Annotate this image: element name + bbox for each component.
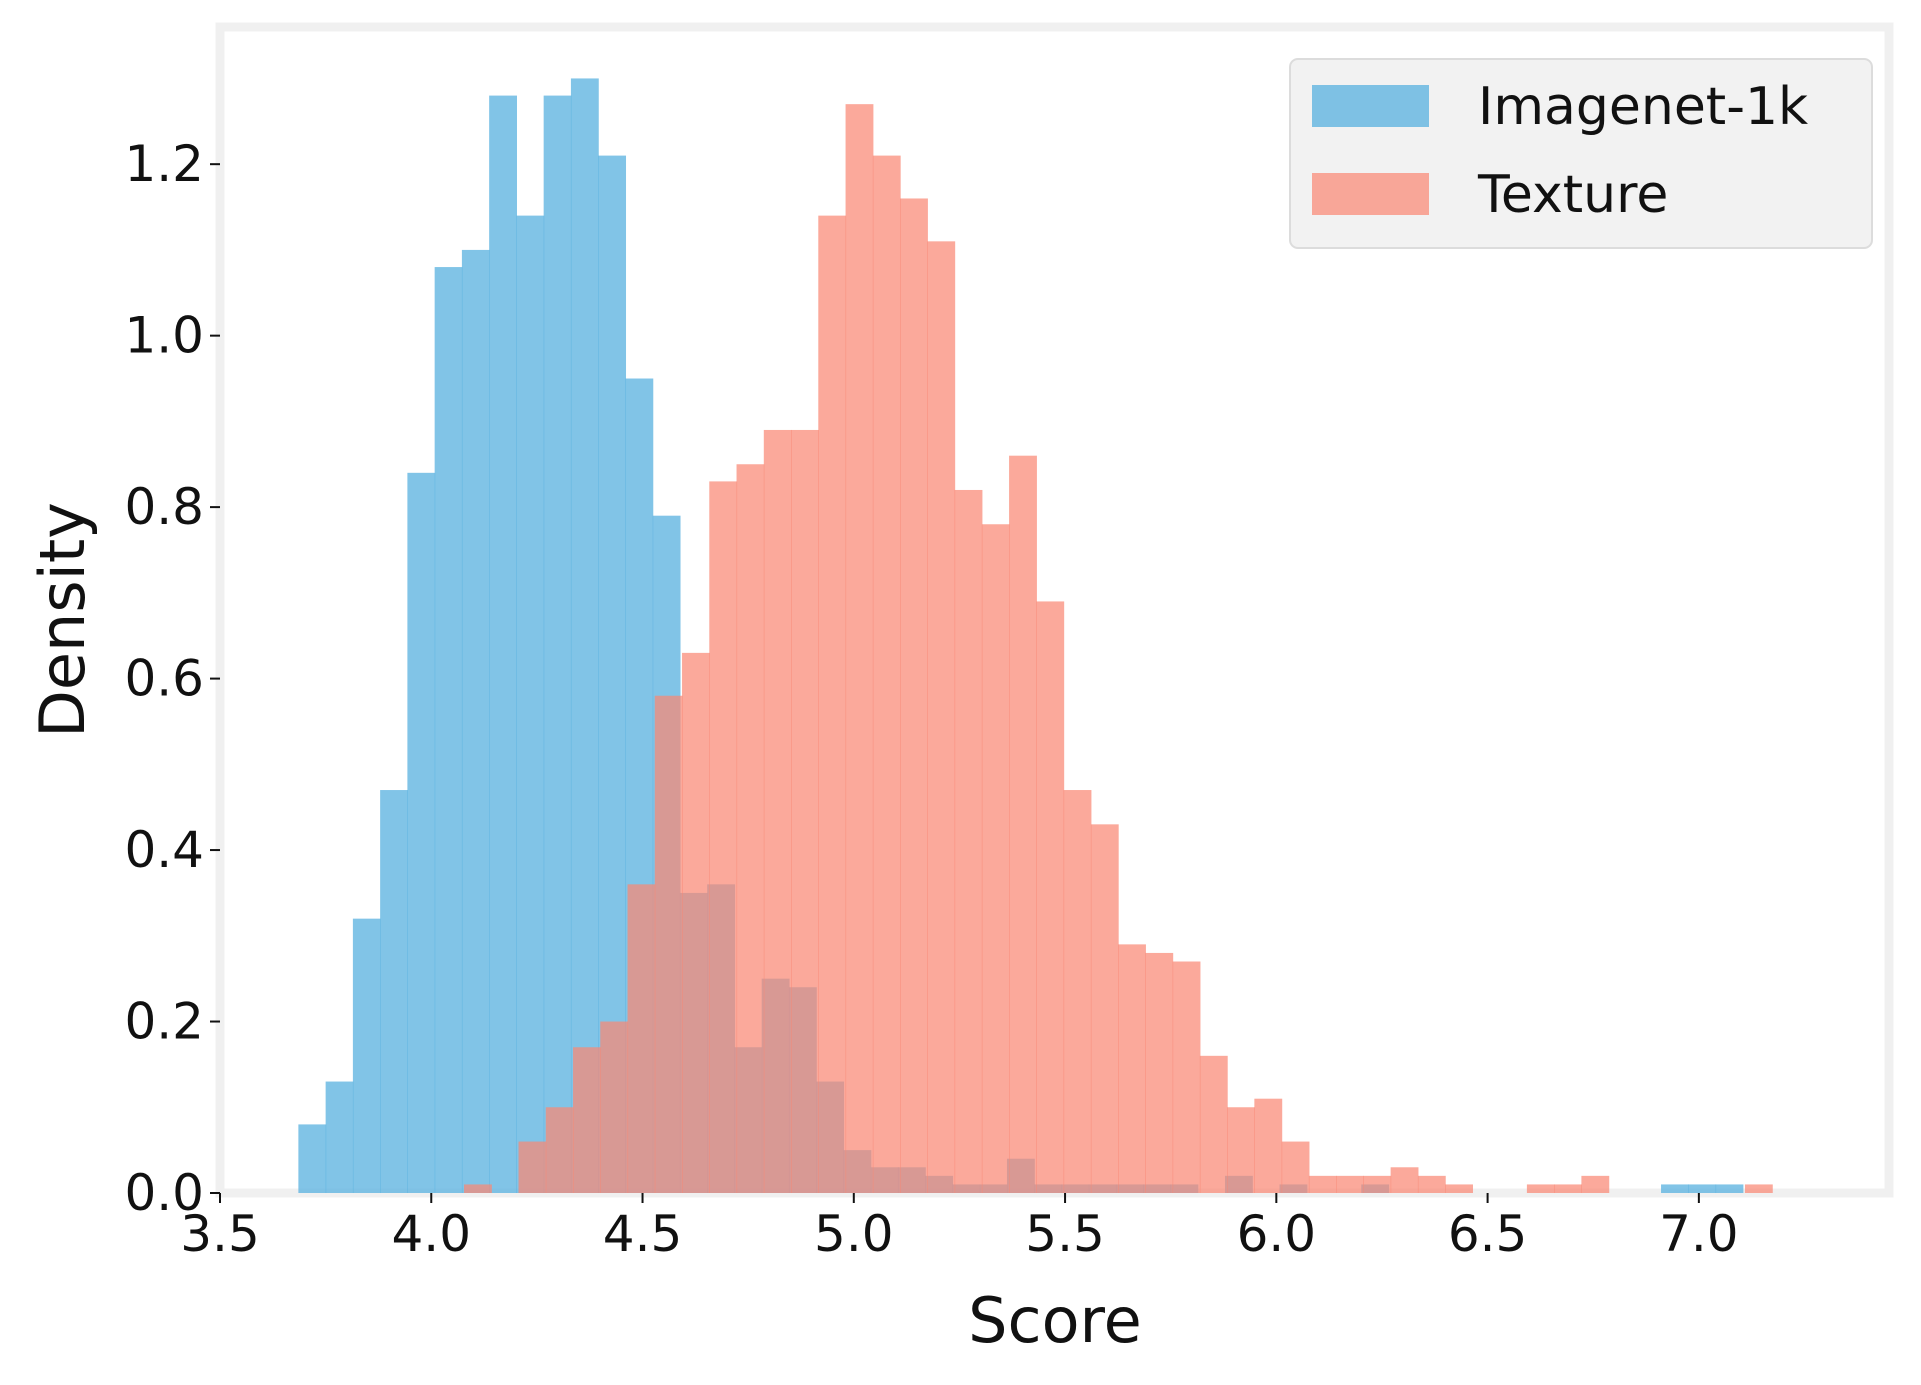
histogram-bar	[1715, 1184, 1744, 1193]
histogram-bar	[1363, 1175, 1392, 1193]
x-tick-label: 3.5	[180, 1205, 260, 1263]
histogram-bar	[927, 241, 956, 1194]
histogram-bar	[1199, 1055, 1228, 1193]
histogram-bar	[1145, 952, 1174, 1193]
x-tick-label: 6.0	[1237, 1205, 1317, 1263]
histogram-bar	[518, 1141, 547, 1193]
x-axis-label: Score	[968, 1284, 1142, 1357]
legend-label: Texture	[1477, 165, 1668, 225]
histogram-bar	[380, 790, 408, 1193]
y-tick-label: 0.2	[124, 993, 204, 1051]
histogram-bar	[1009, 455, 1037, 1193]
histogram-bar	[654, 695, 683, 1193]
histogram-bar	[1036, 601, 1065, 1193]
histogram-bar	[763, 429, 792, 1194]
histogram-bar	[407, 472, 436, 1193]
histogram-bar	[1227, 1107, 1255, 1193]
histogram-bar	[325, 1081, 354, 1193]
histogram-bar	[352, 918, 381, 1193]
histogram-bar	[1281, 1141, 1310, 1193]
histogram-bar	[598, 155, 627, 1194]
y-tick-label: 0.0	[124, 1164, 204, 1222]
histogram-bar	[1417, 1175, 1446, 1193]
y-axis-ticks: 0.0 0.2 0.4 0.6 0.8 1.0 1.2	[124, 135, 220, 1222]
histogram-bar	[682, 652, 710, 1193]
series-texture	[464, 104, 1773, 1194]
histogram-bar	[1063, 790, 1092, 1193]
histogram-bar	[1090, 824, 1119, 1193]
histogram-bar	[1581, 1175, 1610, 1193]
histogram-bar	[845, 104, 874, 1193]
histogram-bar	[1445, 1184, 1473, 1193]
x-tick-label: 7.0	[1659, 1205, 1739, 1263]
histogram-bar	[545, 1107, 574, 1193]
histogram-bar	[1172, 961, 1201, 1193]
histogram-bar	[516, 215, 545, 1193]
x-tick-label: 5.0	[814, 1205, 894, 1263]
histogram-bar	[627, 884, 656, 1193]
histogram-bar	[1526, 1184, 1555, 1193]
histogram-bar	[1661, 1184, 1689, 1193]
histogram-bar	[954, 489, 983, 1194]
histogram-bar	[709, 481, 738, 1193]
y-tick-label: 1.0	[124, 307, 204, 365]
x-tick-label: 5.5	[1025, 1205, 1105, 1263]
histogram-bar	[464, 1184, 492, 1193]
histogram-bar	[818, 215, 847, 1193]
x-tick-label: 4.5	[603, 1205, 683, 1263]
histogram-bar	[736, 464, 765, 1193]
histogram-bar	[1254, 1098, 1283, 1193]
histogram-bar	[791, 429, 819, 1194]
y-tick-label: 1.2	[124, 135, 204, 193]
legend: Imagenet-1k Texture	[1289, 58, 1873, 249]
histogram-bar	[489, 95, 517, 1194]
y-tick-label: 0.6	[124, 650, 204, 708]
histogram-bar	[461, 249, 490, 1193]
histogram-bar	[1744, 1184, 1773, 1193]
histogram-bar	[872, 155, 901, 1194]
legend-swatch	[1312, 173, 1429, 215]
histogram-bar	[1390, 1167, 1419, 1193]
histogram-bar	[1554, 1184, 1582, 1193]
histogram-bar	[298, 1124, 327, 1193]
histogram-bar	[600, 1021, 629, 1193]
x-axis-ticks: 3.5 4.0 4.5 5.0 5.5 6.0 6.5 7.0	[180, 1193, 1739, 1263]
legend-swatch	[1312, 85, 1429, 127]
histogram-bar	[573, 1047, 601, 1193]
histogram-bar	[1688, 1184, 1717, 1193]
histogram-bar	[1336, 1175, 1364, 1193]
bars-layer	[298, 78, 1773, 1194]
legend-label: Imagenet-1k	[1478, 77, 1808, 137]
y-tick-label: 0.8	[124, 478, 204, 536]
histogram-bar	[543, 95, 572, 1194]
x-tick-label: 6.5	[1448, 1205, 1528, 1263]
y-tick-label: 0.4	[124, 821, 204, 879]
histogram-bar	[981, 524, 1010, 1193]
histogram-bar	[434, 267, 463, 1193]
x-tick-label: 4.0	[392, 1205, 472, 1263]
legend-box	[1289, 58, 1873, 249]
histogram-bar	[1118, 944, 1146, 1193]
histogram-bar	[1308, 1175, 1337, 1193]
histogram-bar	[900, 198, 928, 1194]
histogram-bar	[570, 78, 599, 1194]
y-axis-label: Density	[26, 502, 99, 738]
